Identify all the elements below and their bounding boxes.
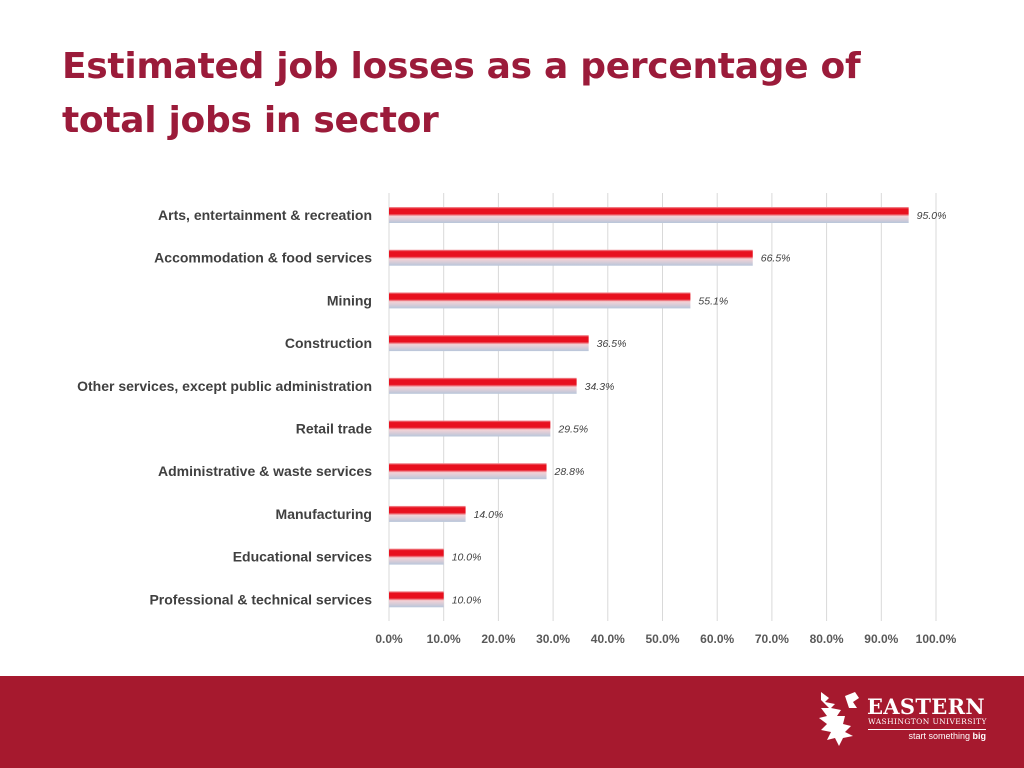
value-label: 28.8% bbox=[554, 466, 585, 478]
bar bbox=[389, 292, 691, 309]
value-label: 55.1% bbox=[698, 295, 728, 307]
category-label: Other services, except public administra… bbox=[77, 378, 372, 394]
university-logo: EASTERN WASHINGTON UNIVERSITY start some… bbox=[815, 684, 995, 750]
value-label: 34.3% bbox=[585, 381, 615, 393]
x-tick-label: 20.0% bbox=[481, 632, 515, 646]
x-tick-label: 0.0% bbox=[375, 632, 403, 646]
logo-tagline-bold: big bbox=[972, 731, 987, 741]
bar bbox=[389, 249, 753, 266]
x-tick-label: 100.0% bbox=[916, 632, 957, 646]
value-label: 95.0% bbox=[917, 210, 947, 222]
category-label: Retail trade bbox=[296, 421, 372, 437]
x-tick-label: 30.0% bbox=[536, 632, 570, 646]
bar bbox=[389, 591, 444, 608]
bar bbox=[389, 505, 466, 522]
bar bbox=[389, 335, 589, 352]
x-tick-label: 80.0% bbox=[810, 632, 844, 646]
x-tick-label: 70.0% bbox=[755, 632, 789, 646]
category-label: Educational services bbox=[233, 549, 373, 565]
x-tick-label: 10.0% bbox=[427, 632, 461, 646]
logo-name: EASTERN bbox=[867, 694, 985, 719]
value-label: 10.0% bbox=[452, 594, 482, 606]
logo-subtitle: WASHINGTON UNIVERSITY bbox=[868, 717, 987, 726]
value-label: 14.0% bbox=[474, 509, 504, 521]
value-label: 29.5% bbox=[557, 424, 588, 436]
x-tick-label: 40.0% bbox=[591, 632, 625, 646]
value-label: 10.0% bbox=[452, 552, 482, 564]
category-label: Professional & technical services bbox=[149, 591, 372, 607]
bar bbox=[389, 207, 909, 223]
category-label: Manufacturing bbox=[276, 506, 372, 522]
category-label: Mining bbox=[327, 292, 372, 308]
eagle-logo-icon bbox=[819, 692, 859, 746]
x-tick-label: 60.0% bbox=[700, 632, 734, 646]
logo-tagline-start: start something bbox=[908, 731, 973, 741]
bars bbox=[389, 207, 909, 608]
x-tick-label: 50.0% bbox=[645, 632, 679, 646]
labels: 0.0% 10.0% 20.0% 30.0% 40.0% 50.0% 60.0% 70.0% 8… bbox=[77, 207, 957, 646]
bar bbox=[389, 548, 444, 565]
bar bbox=[389, 377, 577, 394]
slide-title: Estimated job losses as a percentage of … bbox=[62, 46, 861, 141]
value-label: 66.5% bbox=[761, 253, 791, 265]
category-label: Arts, entertainment & recreation bbox=[158, 207, 372, 223]
x-tick-label: 90.0% bbox=[864, 632, 898, 646]
logo-tagline: start something big bbox=[908, 731, 986, 741]
category-label: Construction bbox=[285, 335, 372, 351]
category-label: Administrative & waste services bbox=[158, 463, 372, 479]
category-label: Accommodation & food services bbox=[154, 250, 372, 266]
logo-divider bbox=[868, 729, 986, 730]
value-label: 36.5% bbox=[597, 338, 627, 350]
bar bbox=[389, 463, 547, 480]
bar bbox=[389, 420, 551, 437]
footer-band bbox=[0, 676, 1024, 768]
bar-chart: 0.0% 10.0% 20.0% 30.0% 40.0% 50.0% 60.0% 70.0% 8… bbox=[77, 193, 957, 646]
